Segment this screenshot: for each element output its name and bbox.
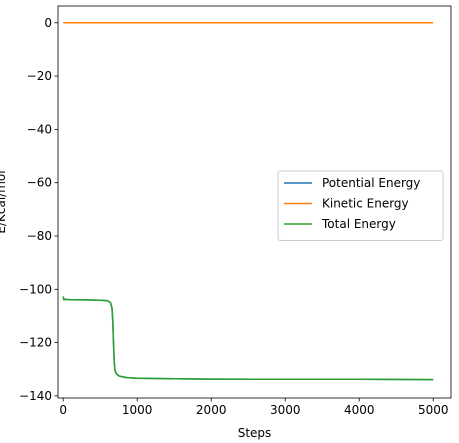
- x-tick-label-4: 4000: [344, 403, 375, 417]
- y-tick-label-7: −140: [19, 389, 52, 403]
- legend: Potential Energy Kinetic Energy Total Ener…: [277, 170, 444, 241]
- series-line-0: [62, 296, 434, 381]
- y-tick-label-6: −120: [19, 336, 52, 350]
- x-tick-label-5: 5000: [418, 403, 449, 417]
- axes: 0 1000 2000 3000 4000 5000 0 −20 −40 −60 −80 −100 −1…: [19, 5, 452, 417]
- y-axis-label: E/Kcal/mol: [0, 170, 8, 233]
- y-tick-label-0: 0: [44, 16, 52, 30]
- legend-box: [277, 170, 444, 241]
- y-tick-label-2: −40: [27, 122, 52, 136]
- legend-label-2: Total Energy: [321, 217, 396, 231]
- y-tick-label-3: −60: [27, 176, 52, 190]
- x-tick-label-1: 1000: [122, 403, 153, 417]
- plot-frame: [57, 5, 452, 399]
- y-tick-label-5: −100: [19, 282, 52, 296]
- legend-label-1: Kinetic Energy: [322, 197, 409, 211]
- x-tick-label-2: 2000: [196, 403, 227, 417]
- x-axis-label: Steps: [238, 426, 272, 440]
- plot-area: [62, 22, 434, 381]
- x-tick-label-0: 0: [59, 403, 67, 417]
- y-tick-label-1: −20: [27, 69, 52, 83]
- series-line-2: [62, 296, 434, 381]
- x-tick-label-3: 3000: [270, 403, 301, 417]
- y-tick-label-4: −80: [27, 229, 52, 243]
- legend-label-0: Potential Energy: [322, 176, 420, 190]
